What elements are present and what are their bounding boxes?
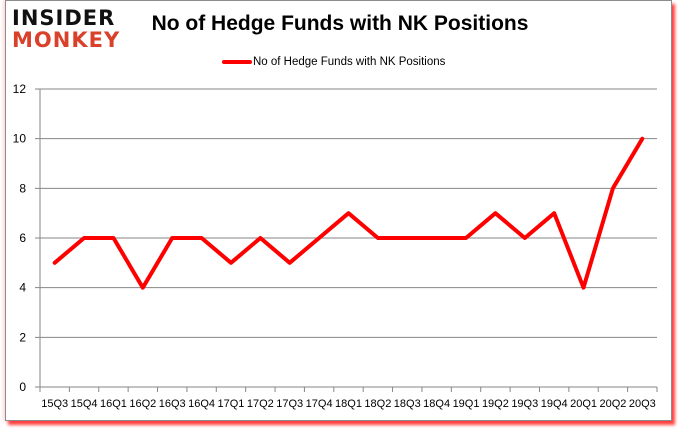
y-axis: 0 2 4 6 8 10 12 [13,82,41,394]
x-tick-label: 17Q2 [247,398,274,410]
y-tick-label: 0 [19,380,26,394]
x-tick-label: 20Q3 [629,398,656,410]
gridlines [35,88,657,388]
chart-frame [5,0,672,421]
x-tick-label: 16Q3 [159,398,186,410]
x-tick-label: 15Q4 [71,398,98,410]
x-tick-label: 19Q3 [511,398,538,410]
x-tick-label: 19Q4 [541,398,568,410]
y-tick-label: 2 [19,330,26,344]
chart-legend: No of Hedge Funds with NK Positions [222,53,445,71]
x-tick-label: 16Q4 [188,398,215,410]
x-tick-label: 18Q4 [423,398,450,410]
x-axis: 15Q3 15Q4 16Q1 16Q2 16Q3 16Q4 17Q1 17Q2 17Q3 17Q4… [39,387,658,410]
y-tick-label: 10 [13,132,27,146]
chart-title: No of Hedge Funds with NK Positions [151,12,529,35]
x-tick-label: 18Q1 [335,398,362,410]
x-tick-label: 18Q2 [364,398,391,410]
x-tick-label: 20Q1 [570,398,597,410]
x-tick-label: 15Q3 [41,398,68,410]
logo-line-monkey: MONKEY [12,28,121,52]
legend-line-swatch-icon [222,60,252,64]
y-tick-label: 6 [19,231,26,245]
y-tick-label: 8 [19,181,26,195]
legend-label: No of Hedge Funds with NK Positions [253,56,446,68]
y-tick-label: 12 [13,82,27,96]
x-tick-label: 18Q3 [394,398,421,410]
insider-monkey-logo: INSIDER MONKEY [10,7,128,53]
x-tick-label: 17Q1 [218,398,245,410]
x-tick-label: 19Q1 [453,398,480,410]
x-tick-label: 17Q4 [306,398,333,410]
x-tick-label: 20Q2 [599,398,626,410]
logo-line-insider: INSIDER [12,6,116,30]
x-tick-label: 17Q3 [276,398,303,410]
x-tick-label: 19Q2 [482,398,509,410]
x-tick-label: 16Q2 [129,398,156,410]
x-tick-label: 16Q1 [100,398,127,410]
y-tick-label: 4 [19,281,26,295]
series-line [52,136,645,290]
